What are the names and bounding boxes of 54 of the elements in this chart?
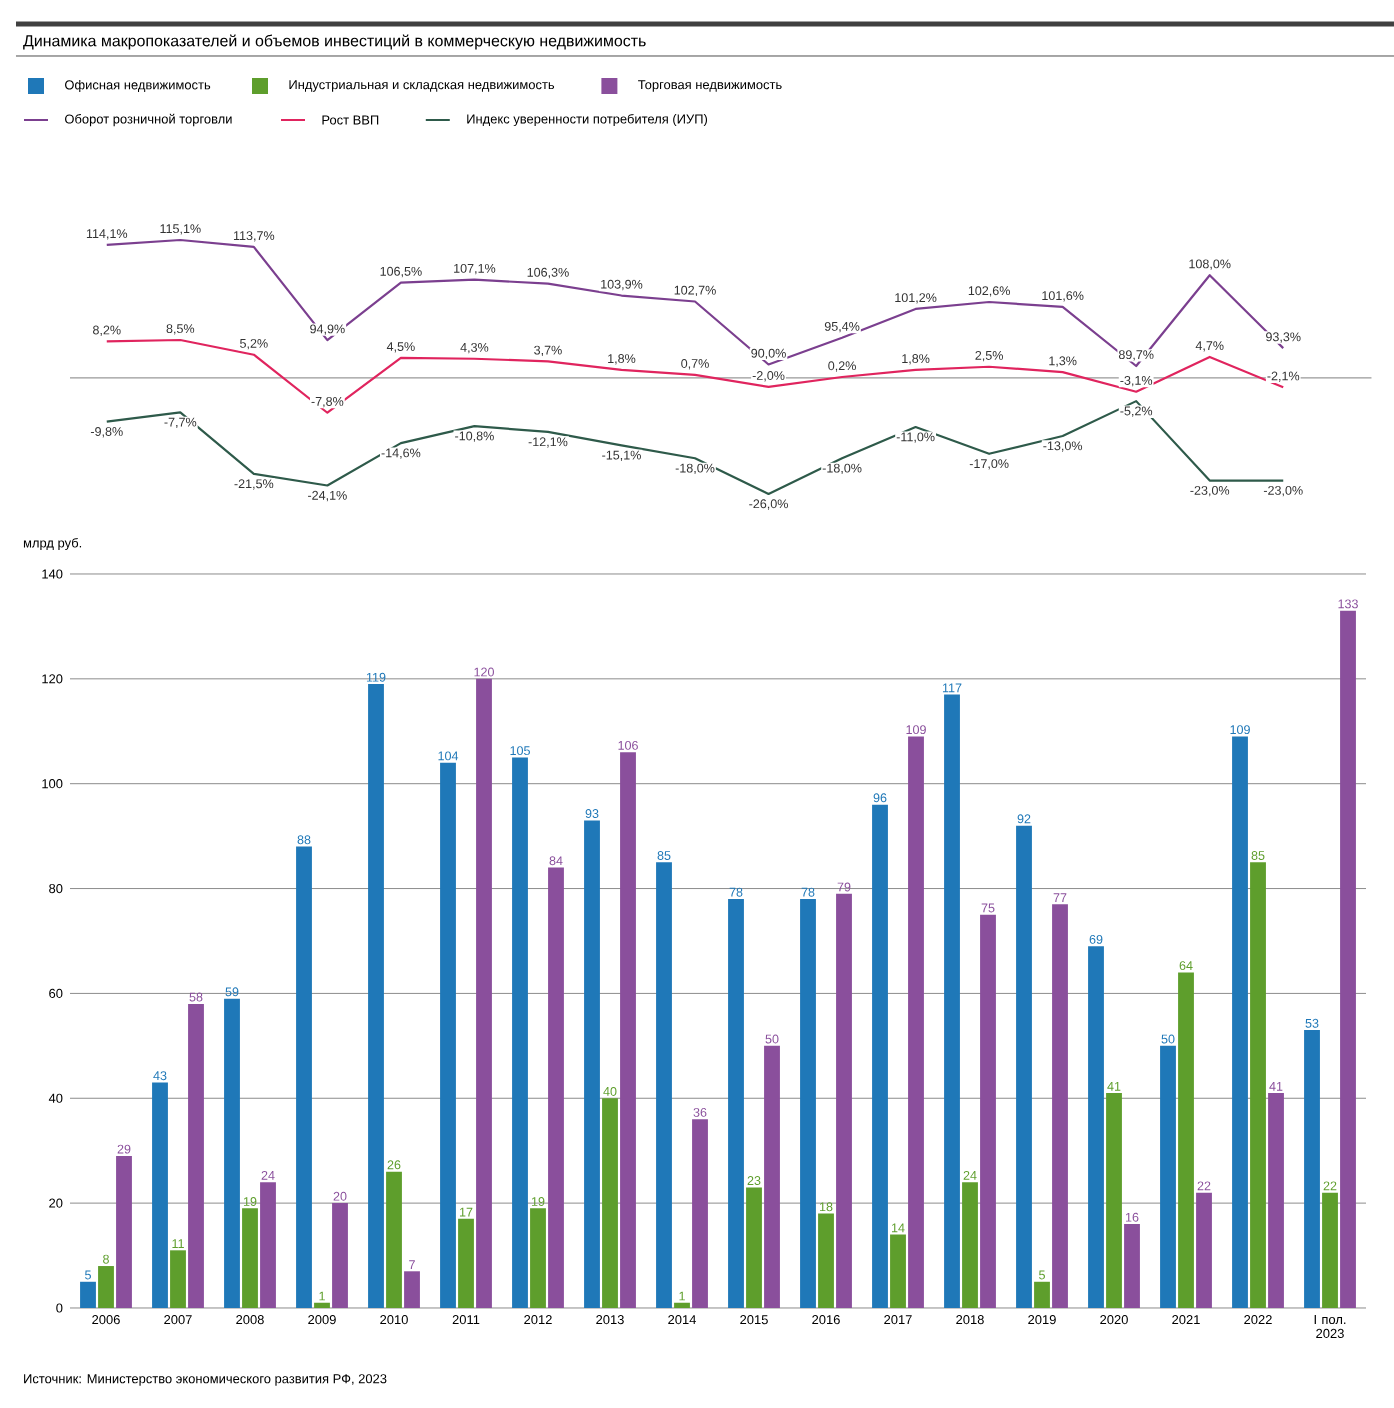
bar — [1124, 1224, 1140, 1308]
bar — [944, 694, 960, 1308]
bar — [746, 1187, 762, 1308]
bar — [656, 862, 672, 1308]
bar — [980, 914, 996, 1308]
bar — [764, 1045, 780, 1308]
bar — [1178, 972, 1194, 1308]
bar — [1304, 1030, 1320, 1308]
bar — [584, 820, 600, 1308]
bar — [296, 846, 312, 1308]
bar — [152, 1082, 168, 1308]
bar — [818, 1213, 834, 1308]
bar — [332, 1203, 348, 1308]
bar — [260, 1182, 276, 1308]
bar — [80, 1281, 96, 1308]
bar — [962, 1182, 978, 1308]
bar — [1106, 1093, 1122, 1308]
bar — [836, 893, 852, 1308]
bar — [386, 1171, 402, 1308]
bar — [890, 1234, 906, 1308]
bar — [1322, 1192, 1338, 1308]
bar — [476, 678, 492, 1308]
bar — [620, 752, 636, 1308]
bar — [224, 998, 240, 1308]
bar — [908, 736, 924, 1308]
bar — [1340, 610, 1356, 1308]
bar — [800, 899, 816, 1308]
bar — [1160, 1045, 1176, 1308]
bar — [674, 1302, 690, 1308]
bar — [1196, 1192, 1212, 1308]
bar — [116, 1155, 132, 1308]
bar — [548, 867, 564, 1308]
bar — [188, 1003, 204, 1308]
bar — [512, 757, 528, 1308]
bar — [872, 804, 888, 1308]
bar — [404, 1271, 420, 1308]
bar — [98, 1266, 114, 1308]
bar — [440, 762, 456, 1308]
bar — [728, 899, 744, 1308]
bar — [458, 1218, 474, 1308]
bar — [242, 1208, 258, 1308]
bar — [1034, 1281, 1050, 1308]
bar — [314, 1302, 330, 1308]
bar — [1250, 862, 1266, 1308]
bar — [368, 684, 384, 1308]
bar — [1232, 736, 1248, 1308]
bar — [692, 1119, 708, 1308]
bar — [1268, 1093, 1284, 1308]
bar — [1052, 904, 1068, 1308]
bar — [1016, 825, 1032, 1308]
bar — [170, 1250, 186, 1308]
bar — [530, 1208, 546, 1308]
bar — [602, 1098, 618, 1308]
bar — [1088, 946, 1104, 1308]
